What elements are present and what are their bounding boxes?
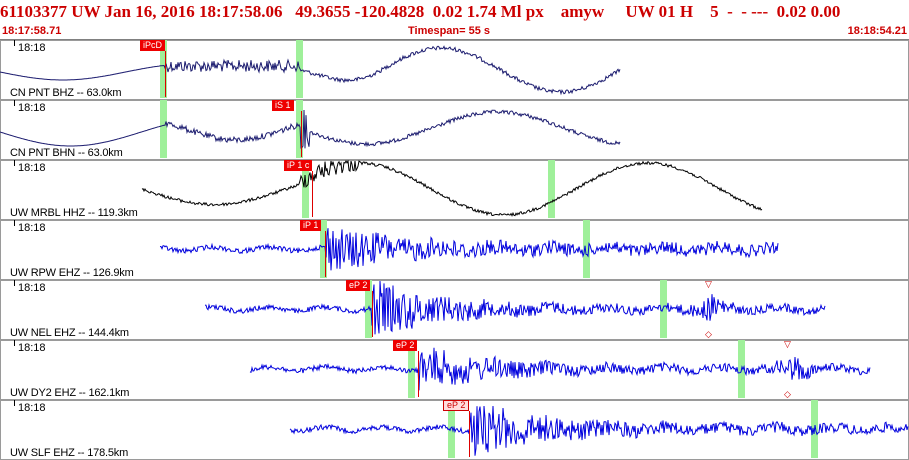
- time-tick: [14, 340, 15, 346]
- station-label: CN PNT BHZ -- 63.0km: [10, 87, 122, 99]
- phase-pick[interactable]: iPcD: [140, 40, 166, 51]
- event-summary-line: 61103377 UW Jan 16, 2016 18:17:58.06 49.…: [0, 2, 841, 21]
- panel-time-label: 18:18: [18, 342, 46, 354]
- station-label: UW RPW EHZ -- 126.9km: [10, 267, 134, 279]
- station-label: UW MRBL HHZ -- 119.3km: [10, 207, 138, 219]
- phase-marker[interactable]: [583, 220, 590, 278]
- pick-line: [312, 171, 313, 217]
- time-tick: [14, 100, 15, 106]
- phase-pick[interactable]: iP 1 c: [284, 160, 313, 171]
- phase-marker[interactable]: [296, 100, 303, 158]
- phase-marker[interactable]: [320, 220, 327, 278]
- trace-panel-nel-ehz[interactable]: 18:18 eP 2 ▽ ◇ UW NEL EHZ -- 144.4km: [0, 280, 909, 340]
- time-tick: [14, 40, 15, 46]
- phase-marker[interactable]: [660, 280, 667, 338]
- waveform[interactable]: [0, 160, 909, 218]
- panel-time-label: 18:18: [18, 282, 46, 294]
- phase-pick[interactable]: eP 2: [393, 340, 418, 351]
- seismogram-traces[interactable]: 18:18 iPcD CN PNT BHZ -- 63.0km 18:18 iS…: [0, 40, 909, 460]
- trace-panel-slf-ehz[interactable]: 18:18 eP 2 UW SLF EHZ -- 178.5km: [0, 400, 909, 460]
- panel-time-label: 18:18: [18, 102, 46, 114]
- panel-time-label: 18:18: [18, 222, 46, 234]
- station-label: UW DY2 EHZ -- 162.1km: [10, 387, 130, 399]
- waveform-line: [159, 228, 779, 271]
- phase-marker[interactable]: [302, 160, 309, 218]
- waveform-line: [0, 45, 621, 96]
- arrival-marker-icon: ◇: [705, 329, 712, 339]
- time-tick: [14, 400, 15, 406]
- end-time-label: 18:18:54.21: [847, 25, 907, 37]
- waveform-line: [249, 347, 871, 391]
- waveform[interactable]: [0, 340, 909, 398]
- waveform[interactable]: [0, 400, 909, 458]
- waveform[interactable]: [0, 280, 909, 338]
- arrival-marker-icon: ▽: [705, 279, 712, 289]
- phase-pick[interactable]: iP 1: [300, 220, 322, 231]
- trace-panel-dy2-ehz[interactable]: 18:18 eP 2 ▽ ◇ UW DY2 EHZ -- 162.1km: [0, 340, 909, 400]
- phase-marker[interactable]: [160, 100, 167, 158]
- event-header: 61103377 UW Jan 16, 2016 18:17:58.06 49.…: [0, 0, 909, 40]
- pick-line: [165, 51, 166, 97]
- timespan-label: Timespan= 55 s: [408, 25, 491, 37]
- time-tick: [14, 160, 15, 166]
- pick-line: [325, 231, 326, 277]
- waveform-line: [289, 405, 909, 456]
- phase-pick[interactable]: eP 2: [443, 400, 470, 411]
- station-label: UW SLF EHZ -- 178.5km: [10, 447, 129, 459]
- phase-pick[interactable]: eP 2: [346, 280, 371, 291]
- arrival-marker-icon: ◇: [784, 389, 791, 399]
- time-tick: [14, 220, 15, 226]
- waveform[interactable]: [0, 100, 909, 158]
- panel-time-label: 18:18: [18, 402, 46, 414]
- waveform-line: [141, 160, 763, 217]
- station-label: UW NEL EHZ -- 144.4km: [10, 327, 129, 339]
- phase-marker[interactable]: [548, 160, 555, 218]
- waveform-line: [0, 109, 621, 149]
- pick-line: [418, 351, 419, 397]
- pick-line: [469, 411, 470, 457]
- phase-pick[interactable]: iS 1: [272, 100, 294, 111]
- phase-marker[interactable]: [448, 400, 455, 458]
- waveform-line: [204, 280, 826, 335]
- waveform[interactable]: [0, 220, 909, 278]
- phase-marker[interactable]: [160, 40, 167, 98]
- panel-time-label: 18:18: [18, 42, 46, 54]
- station-label: CN PNT BHN -- 63.0km: [10, 147, 123, 159]
- start-time-label: 18:17:58.71: [2, 25, 62, 37]
- time-tick: [14, 280, 15, 286]
- pick-line: [372, 291, 373, 337]
- waveform[interactable]: [0, 40, 909, 98]
- trace-panel-pnt-bhn[interactable]: 18:18 iS 1 CN PNT BHN -- 63.0km: [0, 100, 909, 160]
- trace-panel-mrbl-hhz[interactable]: 18:18 iP 1 c UW MRBL HHZ -- 119.3km: [0, 160, 909, 220]
- trace-panel-rpw-ehz[interactable]: 18:18 iP 1 UW RPW EHZ -- 126.9km: [0, 220, 909, 280]
- panel-time-label: 18:18: [18, 162, 46, 174]
- pick-line: [301, 111, 302, 157]
- trace-panel-pnt-bhz[interactable]: 18:18 iPcD CN PNT BHZ -- 63.0km: [0, 40, 909, 100]
- arrival-marker-icon: ▽: [784, 339, 791, 349]
